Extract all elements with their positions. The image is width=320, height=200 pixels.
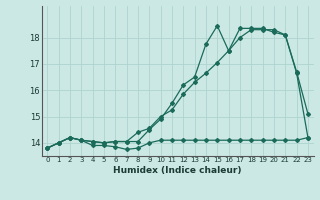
X-axis label: Humidex (Indice chaleur): Humidex (Indice chaleur) [113, 166, 242, 175]
